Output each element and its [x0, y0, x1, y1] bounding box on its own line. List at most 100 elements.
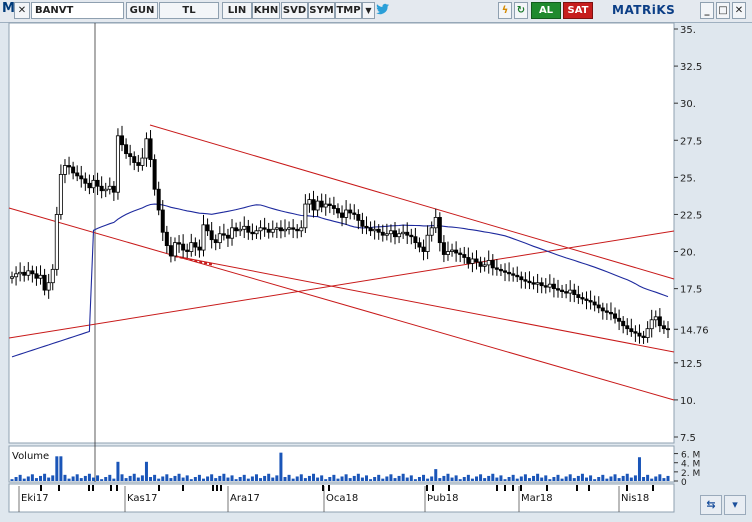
close-symbol-button[interactable]: ✕	[14, 2, 30, 19]
minimize-button[interactable]: _	[700, 2, 714, 19]
event-marker	[110, 485, 112, 491]
volume-bar	[165, 474, 169, 481]
candle-body	[156, 188, 161, 211]
options-button[interactable]: ▾	[724, 495, 746, 515]
volume-bar	[83, 475, 87, 481]
candle-body	[494, 267, 499, 270]
volume-bar	[474, 476, 478, 481]
sync-button[interactable]: ⇆	[700, 495, 722, 515]
volume-bar	[254, 474, 258, 481]
volume-bar	[189, 479, 193, 481]
candle-body	[201, 224, 206, 251]
volume-bar	[39, 475, 43, 481]
volume-bar	[47, 477, 51, 481]
candle-body	[425, 234, 430, 252]
candle-body	[539, 282, 544, 287]
sym-button[interactable]: SYM	[308, 2, 335, 19]
volume-bar	[344, 474, 348, 481]
y-tick-label: 14.76	[680, 325, 709, 336]
y-tick-label: 32.5	[680, 62, 702, 73]
candle-body	[287, 227, 292, 230]
volume-bar	[536, 473, 540, 481]
candle-body	[625, 325, 630, 330]
month-label: Þub18	[427, 493, 458, 504]
candle-body	[132, 156, 137, 163]
lightning-button[interactable]: ϟ	[498, 2, 512, 19]
candle-body	[633, 331, 638, 334]
candle-body	[511, 273, 516, 276]
volume-panel[interactable]	[8, 445, 675, 483]
twitter-button[interactable]	[376, 2, 390, 19]
volume-bar	[275, 475, 279, 481]
candle-body	[58, 173, 63, 215]
volume-bar	[633, 475, 637, 481]
volume-bar	[96, 475, 100, 481]
candle-body	[649, 319, 654, 330]
candle-body	[22, 271, 27, 276]
template-dropdown[interactable]: ▼	[362, 2, 375, 19]
khn-button[interactable]: KHN	[252, 2, 280, 19]
volume-bar	[193, 477, 197, 481]
volume-bar	[283, 477, 287, 481]
y-tick-label: 10.	[680, 396, 696, 407]
candle-body	[213, 239, 218, 244]
candle-body	[205, 224, 210, 232]
close-window-button[interactable]: ✕	[732, 2, 746, 19]
event-marker	[88, 485, 90, 491]
candle-body	[503, 270, 508, 273]
candle-body	[217, 233, 222, 244]
volume-bar	[67, 478, 71, 481]
candle-body	[360, 219, 365, 227]
candle-body	[348, 209, 353, 214]
volume-bar	[540, 477, 544, 481]
volume-bar	[173, 475, 177, 481]
candle-body	[193, 242, 198, 248]
template-button[interactable]: TMP	[335, 2, 362, 19]
volume-bar	[654, 476, 658, 481]
maximize-button[interactable]: □	[716, 2, 730, 19]
volume-bar	[360, 477, 364, 481]
candle-body	[335, 208, 340, 214]
volume-bar	[642, 477, 646, 481]
volume-bar	[279, 452, 283, 481]
volume-bar	[393, 478, 397, 481]
volume-bar	[136, 477, 140, 481]
sell-button[interactable]: SAT	[563, 2, 593, 19]
scale-linear-button[interactable]: LIN	[222, 2, 252, 19]
candle-body	[352, 212, 357, 215]
refresh-button[interactable]: ↻	[514, 2, 528, 19]
candle-body	[331, 205, 336, 209]
month-label: Eki17	[21, 493, 49, 504]
currency-button[interactable]: TL	[159, 2, 219, 19]
volume-bar	[593, 479, 597, 481]
candle-body	[42, 274, 47, 291]
buy-button[interactable]: AL	[531, 2, 561, 19]
volume-bar	[507, 477, 511, 481]
volume-tick-label: 2. M	[681, 469, 700, 479]
month-label: Ara17	[230, 493, 260, 504]
period-button[interactable]: GUN	[126, 2, 158, 19]
price-panel[interactable]	[8, 22, 675, 444]
candle-body	[152, 159, 157, 190]
symbol-input[interactable]: BANVT	[31, 2, 124, 19]
volume-bar	[560, 478, 564, 481]
volume-bar	[234, 479, 238, 481]
volume-bar	[185, 475, 189, 481]
candle-body	[144, 138, 149, 159]
volume-bar	[377, 474, 381, 481]
event-marker	[448, 485, 450, 491]
candle-body	[535, 282, 540, 285]
volume-bar	[458, 479, 462, 481]
candle-body	[531, 282, 536, 285]
volume-bar	[30, 474, 34, 481]
svd-button[interactable]: SVD	[281, 2, 308, 19]
volume-bar	[153, 474, 157, 481]
candle-body	[666, 328, 671, 331]
candle-body	[177, 242, 182, 245]
close-icon: ✕	[17, 5, 27, 16]
candle-body	[79, 175, 84, 180]
volume-bar	[527, 478, 531, 481]
volume-bar	[307, 475, 311, 481]
price-chart[interactable]: 35. 32.5 30. 27.5 25. 22.5 20. 17.5 14.76 12.5 10.…	[0, 22, 752, 522]
candle-body	[621, 320, 626, 327]
